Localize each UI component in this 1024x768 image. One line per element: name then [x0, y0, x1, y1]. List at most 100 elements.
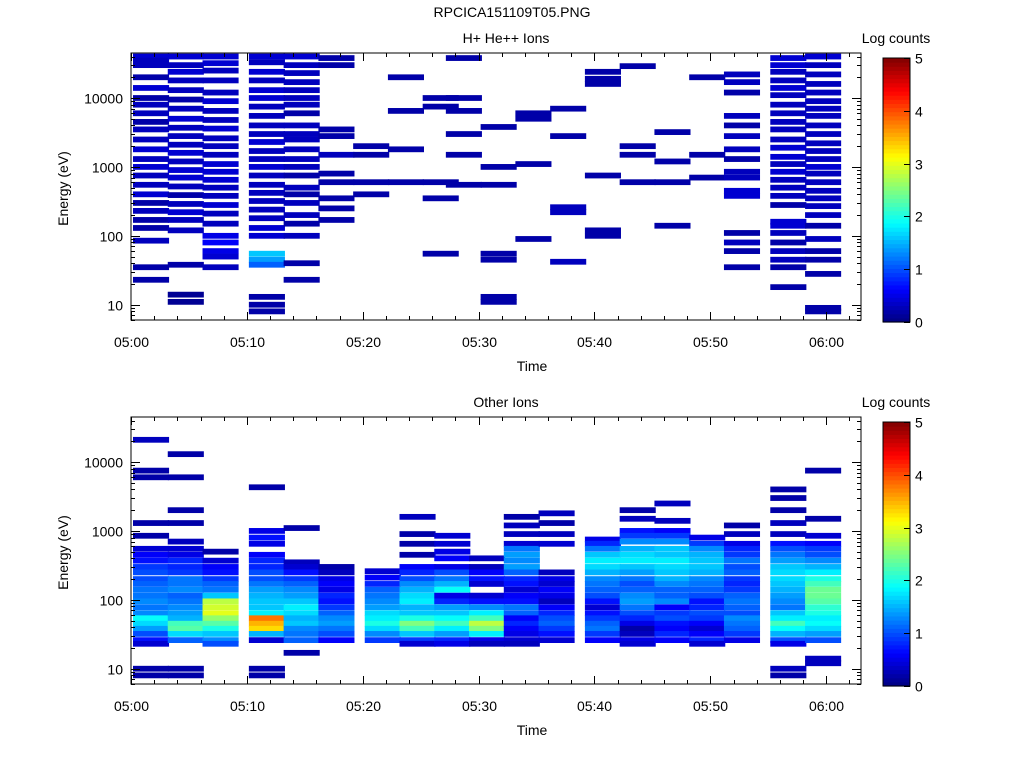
heatmap-cell: [318, 615, 355, 622]
heatmap-cell: [770, 230, 807, 236]
heatmap-cell: [805, 148, 842, 154]
heatmap-cell: [584, 637, 621, 644]
heatmap-cell: [805, 212, 842, 218]
heatmap-cell: [445, 131, 482, 137]
heatmap-cell: [723, 89, 761, 96]
heatmap-cell: [283, 146, 320, 153]
heatmap-cell: [133, 598, 170, 605]
heatmap-cell: [434, 581, 471, 587]
colorbar-label: Log counts: [862, 394, 931, 410]
colorbar-tick-label: 4: [915, 104, 923, 120]
heatmap-cell: [689, 637, 726, 644]
heatmap-cell: [469, 569, 506, 576]
colorbar-segment: [883, 194, 910, 199]
heatmap-cell: [503, 586, 540, 593]
colorbar-segment: [883, 148, 910, 154]
heatmap-cell: [770, 126, 807, 133]
heatmap-cell: [202, 631, 239, 637]
colorbar-segment: [883, 669, 910, 675]
heatmap-cell: [202, 592, 239, 599]
heatmap-cell: [503, 557, 540, 564]
colorbar-segment: [883, 549, 910, 555]
colorbar-segment: [883, 107, 910, 113]
heatmap-cell: [723, 192, 761, 199]
y-tick-label: 10000: [84, 91, 123, 107]
heatmap-cell: [202, 232, 239, 239]
heatmap-cell: [770, 239, 807, 246]
heatmap-cell: [202, 586, 239, 593]
heatmap-cell: [283, 525, 320, 531]
heatmap-cell: [538, 540, 575, 547]
colorbar-tick-label: 5: [915, 415, 923, 431]
x-tick-label: 05:20: [346, 334, 381, 350]
colorbar-segment: [883, 483, 910, 489]
heatmap-cell: [654, 610, 691, 617]
heatmap-cell: [318, 569, 355, 576]
heatmap-cell: [434, 592, 471, 599]
heatmap-cell: [584, 172, 621, 179]
colorbar-segment: [883, 256, 910, 261]
colorbar-segment: [883, 70, 910, 76]
x-tick-label: 05:50: [693, 698, 728, 714]
heatmap-cell: [133, 532, 170, 539]
y-tick-label: 1000: [92, 524, 123, 540]
colorbar: 0 1 2 3 4 5 Log counts: [862, 394, 931, 695]
heatmap-cell: [689, 598, 726, 605]
heatmap-cell: [723, 631, 761, 637]
heatmap-cell: [770, 153, 807, 160]
heatmap-cell: [654, 557, 691, 564]
heatmap-cell: [202, 53, 239, 60]
colorbar-segment: [883, 58, 910, 63]
heatmap-cell: [248, 53, 285, 60]
colorbar-frame: [882, 57, 911, 323]
heatmap-cell: [654, 637, 691, 644]
colorbar-segment: [883, 644, 910, 650]
heatmap-cell: [723, 187, 761, 194]
heatmap-cell: [133, 200, 170, 206]
heatmap-cell: [399, 540, 436, 547]
heatmap-cell: [318, 55, 355, 61]
heatmap-cell: [503, 604, 540, 611]
colorbar-segment: [883, 218, 910, 224]
heatmap-cell: [654, 631, 691, 637]
heatmap-cell: [538, 637, 575, 644]
heatmap-cell: [167, 201, 204, 207]
heatmap-cell: [202, 108, 239, 114]
heatmap-cell: [723, 71, 761, 78]
heatmap-cell: [202, 176, 239, 183]
heatmap-cell: [480, 124, 517, 130]
heatmap-cell: [133, 172, 170, 179]
heatmap-cell: [248, 592, 285, 599]
heatmap-cell: [584, 75, 621, 82]
heatmap-cell: [723, 264, 761, 271]
heatmap-cell: [619, 640, 656, 647]
heatmap-cell: [469, 576, 506, 582]
colorbar-segment: [883, 206, 910, 212]
heatmap-cell: [283, 172, 320, 179]
heatmap-cell: [353, 151, 390, 158]
heatmap-cell: [619, 507, 656, 514]
heatmap-cell: [770, 144, 807, 151]
heatmap-cell: [689, 620, 726, 627]
y-axis: 10 100 1000 10000: [84, 57, 861, 321]
heatmap-cell: [654, 545, 691, 552]
heatmap-cell: [202, 637, 239, 644]
heatmap-cell: [283, 625, 320, 632]
heatmap-cell: [770, 610, 807, 617]
heatmap-cell: [167, 115, 204, 122]
heatmap-cell: [503, 598, 540, 605]
heatmap-cell: [619, 598, 656, 605]
heatmap-cell: [445, 108, 482, 114]
heatmap-cell: [283, 164, 320, 170]
colorbar-tick-label: 2: [915, 573, 923, 589]
colorbar-segment: [883, 128, 910, 133]
heatmap-cell: [770, 620, 807, 627]
heatmap-cell: [770, 222, 807, 229]
heatmap-cell: [248, 164, 285, 170]
heatmap-cell: [654, 179, 691, 186]
heatmap-cell: [619, 151, 656, 158]
heatmap-cell: [167, 77, 204, 84]
colorbar-segment: [883, 582, 910, 588]
heatmap-cell: [248, 87, 285, 94]
